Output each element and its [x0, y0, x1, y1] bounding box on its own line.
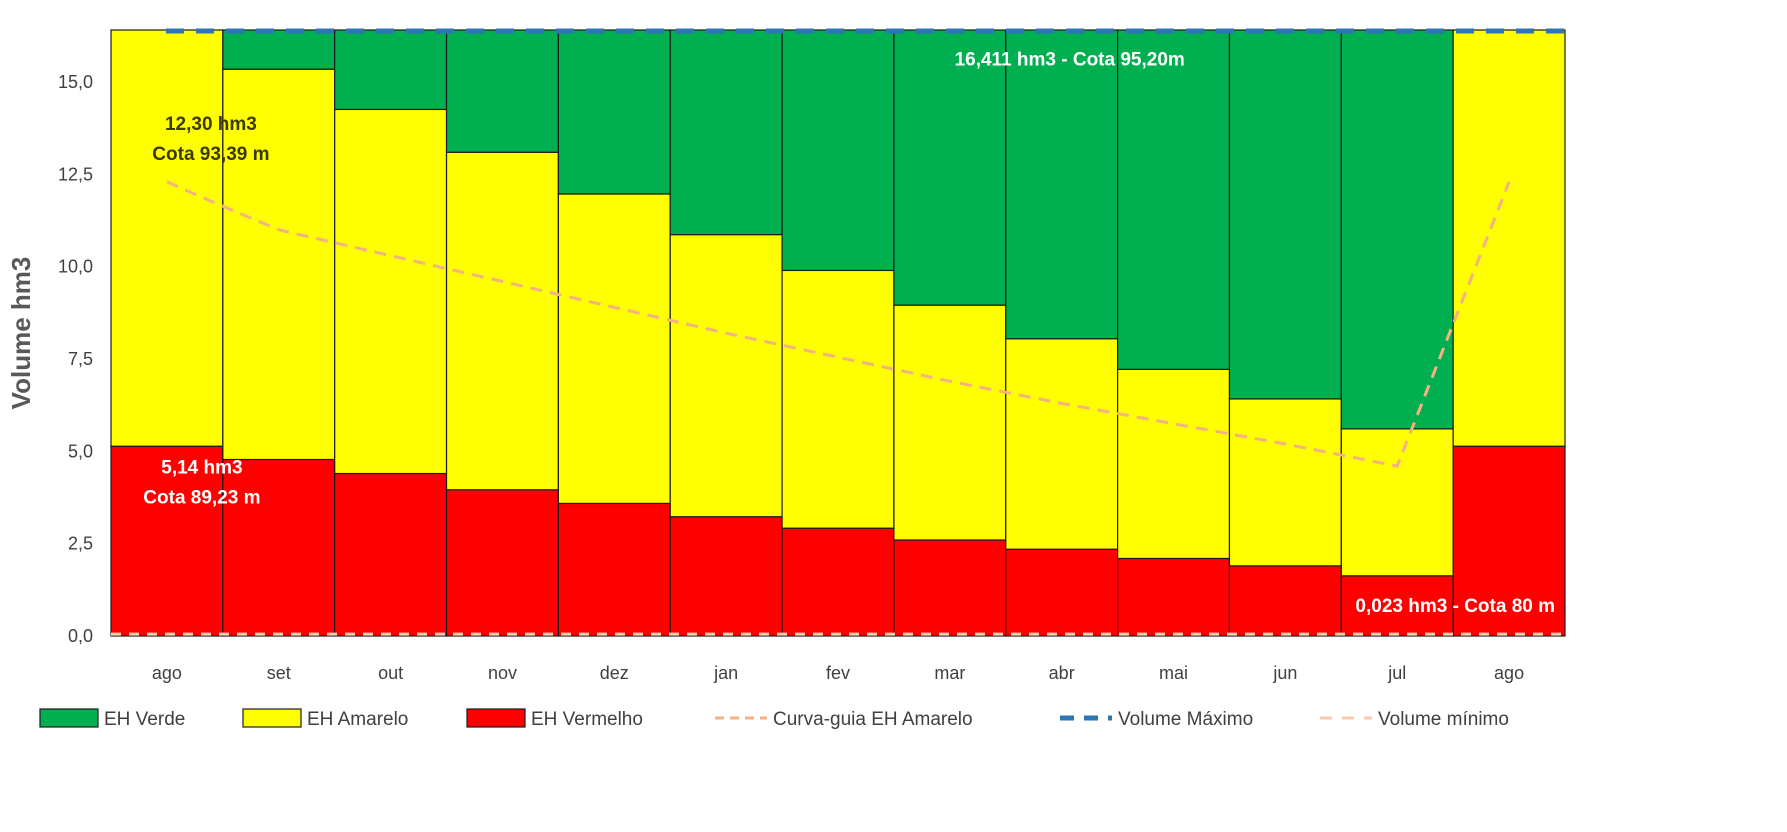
bar-eh-amarelo [110, 29, 224, 447]
y-axis-label: Volume hm3 [6, 257, 36, 410]
bar-eh-verde [334, 29, 448, 111]
x-tick-label: nov [488, 663, 517, 683]
bar-eh-vermelho [893, 539, 1007, 637]
bar-eh-verde [222, 29, 336, 70]
curva-guia-line [166, 180, 1511, 468]
annotation-vermelho-volume: 5,14 hm3 [161, 458, 242, 479]
annotation-volume-maximo: 16,411 hm3 - Cota 95,20m [955, 50, 1185, 71]
x-tick-label: mar [934, 663, 965, 683]
bar-eh-verde [1117, 29, 1231, 370]
x-tick-label: ago [152, 663, 182, 683]
y-tick-label: 12,5 [58, 164, 93, 184]
legend-label-eh-vermelho: EH Vermelho [531, 709, 643, 730]
bar-eh-vermelho [557, 502, 671, 637]
x-tick-label: jan [713, 663, 738, 683]
x-tick-label: ago [1494, 663, 1524, 683]
bar-eh-vermelho [445, 489, 559, 637]
bar-eh-vermelho [1228, 565, 1342, 637]
y-tick-label: 2,5 [68, 534, 93, 554]
bar-eh-vermelho [781, 527, 895, 637]
annotation-amarelo-volume: 12,30 hm3 [165, 114, 257, 135]
y-tick-label: 0,0 [68, 626, 93, 646]
bar-eh-verde [1228, 29, 1342, 400]
bar-eh-vermelho [334, 472, 448, 637]
bar-eh-vermelho [1005, 548, 1119, 637]
y-tick-label: 10,0 [58, 257, 93, 277]
x-tick-label: fev [826, 663, 850, 683]
legend-swatch-eh-vermelho [466, 708, 526, 728]
bar-eh-vermelho [1117, 557, 1231, 637]
y-tick-label: 15,0 [58, 72, 93, 92]
bar-eh-verde [781, 29, 895, 272]
x-tick-label: set [267, 663, 291, 683]
bar-eh-amarelo [1005, 338, 1119, 550]
bar-eh-amarelo [669, 234, 783, 518]
bar-eh-amarelo [893, 304, 1007, 541]
bar-eh-amarelo [1452, 29, 1566, 447]
bar-eh-vermelho [222, 458, 336, 637]
x-tick-label: mai [1159, 663, 1188, 683]
legend-swatch-eh-amarelo [242, 708, 302, 728]
bar-eh-amarelo [781, 269, 895, 529]
bar-eh-amarelo [557, 193, 671, 505]
legend-swatch-eh-verde [39, 708, 99, 728]
legend-label-eh-verde: EH Verde [104, 709, 185, 730]
bar-eh-verde [1005, 29, 1119, 340]
x-tick-label: jul [1387, 663, 1406, 683]
bar-eh-vermelho [110, 445, 224, 637]
x-tick-label: jun [1272, 663, 1297, 683]
bar-eh-amarelo [1340, 428, 1454, 577]
annotation-volume-minimo: 0,023 hm3 - Cota 80 m [1355, 596, 1555, 617]
bar-eh-amarelo [1117, 368, 1231, 560]
bar-eh-verde [1340, 29, 1454, 430]
annotation-amarelo-cota: Cota 93,39 m [152, 144, 269, 165]
x-tick-label: abr [1049, 663, 1075, 683]
bar-eh-amarelo [445, 151, 559, 491]
bar-eh-verde [893, 29, 1007, 306]
bar-eh-verde [669, 29, 783, 236]
annotation-vermelho-cota: Cota 89,23 m [143, 488, 260, 509]
y-tick-label: 7,5 [68, 349, 93, 369]
bar-eh-amarelo [1228, 398, 1342, 567]
x-tick-label: dez [600, 663, 629, 683]
bar-eh-amarelo [222, 68, 336, 461]
legend-label-volume-mnimo: Volume mínimo [1378, 709, 1509, 730]
bar-eh-verde [445, 29, 559, 153]
bar-eh-vermelho [669, 516, 783, 637]
legend-label-volume-mximo: Volume Máximo [1118, 709, 1253, 730]
bar-eh-vermelho [1452, 445, 1566, 637]
x-tick-label: out [378, 663, 403, 683]
bar-eh-verde [557, 29, 671, 195]
legend-label-eh-amarelo: EH Amarelo [307, 709, 408, 730]
legend-label-curva-guia-eh-amarelo: Curva-guia EH Amarelo [773, 709, 973, 730]
bar-eh-amarelo [334, 108, 448, 475]
y-tick-label: 5,0 [68, 441, 93, 461]
